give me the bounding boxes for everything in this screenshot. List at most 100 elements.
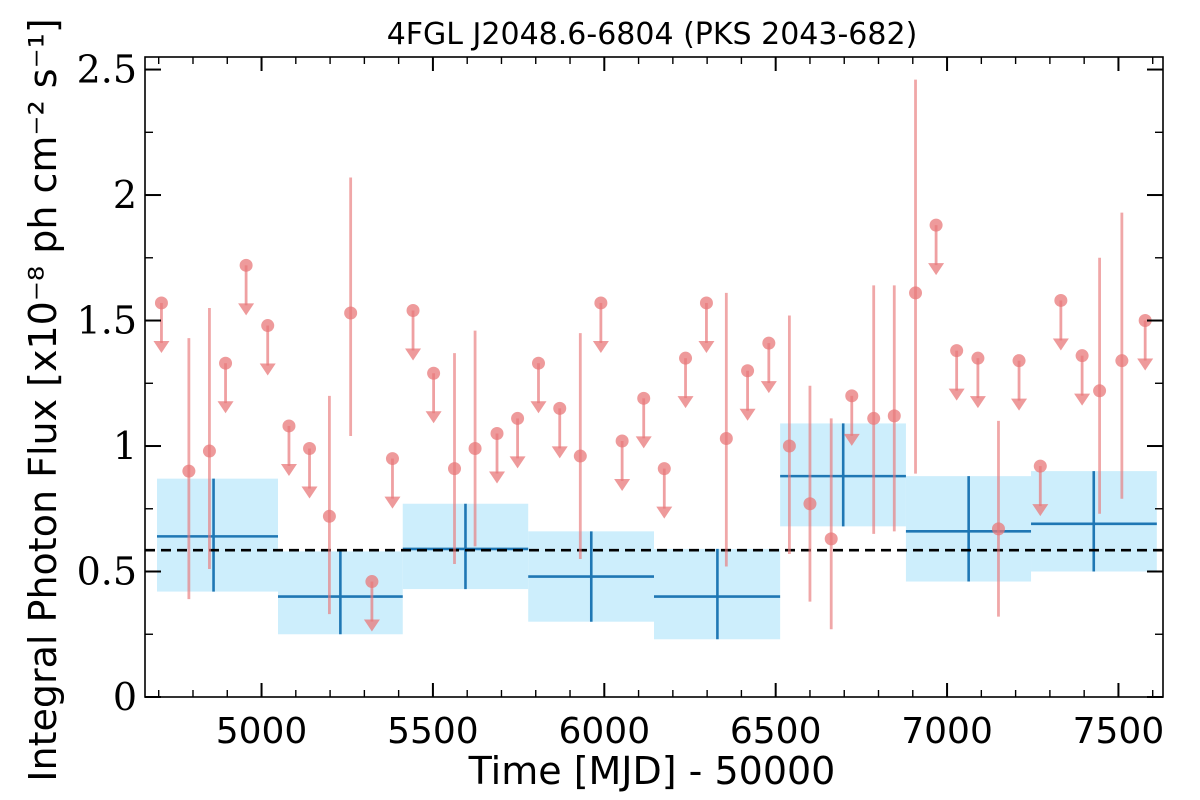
x-axis-label: Time [MJD] - 50000 (468, 749, 836, 793)
upper-limit-point (741, 364, 755, 378)
upper-limit-26 (1011, 354, 1028, 411)
upper-limit-point (1054, 293, 1068, 307)
upper-limit-arrowhead (948, 388, 965, 401)
upper-limit-23 (928, 218, 945, 276)
upper-limit-0 (153, 296, 170, 353)
upper-limit-10 (489, 426, 506, 484)
upper-limit-arrowhead (1032, 504, 1049, 517)
upper-limit-point (950, 344, 964, 358)
upper-limit-point (679, 351, 693, 365)
upper-limit-point (1012, 354, 1026, 368)
upper-limit-2 (238, 258, 255, 316)
upper-limit-arrowhead (1074, 393, 1091, 406)
upper-limit-point (553, 401, 567, 415)
upper-limit-29 (1074, 349, 1091, 406)
y-tick-label-4: 2 (113, 173, 137, 217)
upper-limit-18 (677, 351, 694, 409)
upper-limit-arrowhead (301, 486, 318, 499)
detection-point-1 (202, 444, 216, 458)
upper-limit-28 (1052, 293, 1069, 351)
upper-limit-arrowhead (551, 446, 568, 459)
upper-limit-15 (614, 434, 631, 491)
upper-limit-5 (301, 442, 318, 499)
upper-limit-17 (656, 462, 673, 519)
upper-limit-arrowhead (843, 433, 860, 446)
upper-limit-arrowhead (760, 381, 777, 394)
detection-point-6 (573, 449, 587, 463)
x-tick-label-5: 7500 (1073, 711, 1165, 752)
detection-point-5 (468, 442, 482, 456)
upper-limit-arrowhead (425, 411, 442, 424)
upper-limit-point (699, 296, 713, 310)
upper-limit-8 (405, 303, 422, 361)
y-tick-label-0: 0 (113, 675, 137, 719)
upper-limit-point (511, 411, 525, 425)
detection-point-12 (887, 409, 901, 423)
upper-limit-arrowhead (217, 401, 234, 414)
detection-point-0 (182, 464, 196, 478)
upper-limit-point (490, 426, 504, 440)
upper-limit-arrowhead (1137, 358, 1154, 371)
y-tick-label-3: 1.5 (77, 299, 137, 343)
upper-limit-20 (739, 364, 756, 421)
upper-limit-arrowhead (509, 456, 526, 469)
upper-limit-arrowhead (1052, 338, 1069, 351)
upper-limit-30 (1137, 314, 1154, 371)
upper-limit-point (637, 391, 651, 405)
detection-point-8 (782, 439, 796, 453)
upper-limit-layer (153, 218, 1154, 632)
y-tick-label-2: 1 (113, 424, 137, 468)
chart-title: 4FGL J2048.6-6804 (PKS 2043-682) (387, 17, 918, 52)
upper-limit-27 (1032, 459, 1049, 517)
detection-point-layer (182, 286, 1129, 546)
upper-limit-arrowhead (739, 408, 756, 421)
upper-limit-22 (843, 389, 860, 446)
upper-limit-point (385, 452, 399, 466)
upper-limit-point (594, 296, 608, 310)
upper-limit-point (1138, 314, 1152, 328)
x-tick-label-3: 6500 (730, 711, 822, 752)
upper-limit-point (1075, 349, 1089, 363)
detection-point-15 (1093, 384, 1107, 398)
upper-limit-7 (384, 452, 401, 509)
upper-limit-point (154, 296, 168, 310)
upper-limit-arrowhead (656, 506, 673, 519)
upper-limit-point (282, 419, 296, 433)
upper-limit-arrowhead (1011, 398, 1028, 411)
upper-limit-4 (280, 419, 297, 476)
upper-limit-arrowhead (259, 363, 276, 376)
upper-limit-9 (425, 366, 442, 424)
upper-limit-arrowhead (405, 348, 422, 361)
x-tick-label-0: 5000 (216, 711, 308, 752)
upper-limit-arrowhead (969, 396, 986, 409)
upper-limit-point (971, 351, 985, 365)
detection-point-11 (867, 411, 881, 425)
upper-limit-point (615, 434, 629, 448)
y-tick-label-5: 2.5 (77, 48, 137, 92)
upper-limit-arrowhead (280, 463, 297, 476)
detection-point-3 (344, 306, 358, 320)
upper-limit-arrowhead (592, 340, 609, 353)
upper-limit-arrowhead (530, 401, 547, 414)
upper-limit-arrowhead (677, 396, 694, 409)
upper-limit-point (427, 366, 441, 380)
upper-limit-arrowhead (635, 436, 652, 449)
upper-limit-arrowhead (153, 340, 170, 353)
upper-limit-point (261, 319, 275, 333)
upper-limit-21 (760, 336, 777, 394)
upper-limit-25 (969, 351, 986, 409)
upper-limit-12 (530, 356, 547, 414)
upper-limit-19 (698, 296, 715, 353)
upper-limit-point (845, 389, 859, 403)
upper-limit-point (1033, 459, 1047, 473)
detection-point-9 (803, 497, 817, 511)
detection-point-2 (322, 509, 336, 523)
plot-frame (144, 56, 1164, 698)
upper-limit-point (762, 336, 776, 350)
upper-limit-arrowhead (489, 471, 506, 484)
y-axis-label: Integral Photon Flux [x10⁻⁸ ph cm⁻² s⁻¹] (21, 18, 65, 781)
upper-limit-point (303, 442, 317, 456)
upper-limit-11 (509, 411, 526, 469)
upper-limit-6 (363, 575, 380, 632)
